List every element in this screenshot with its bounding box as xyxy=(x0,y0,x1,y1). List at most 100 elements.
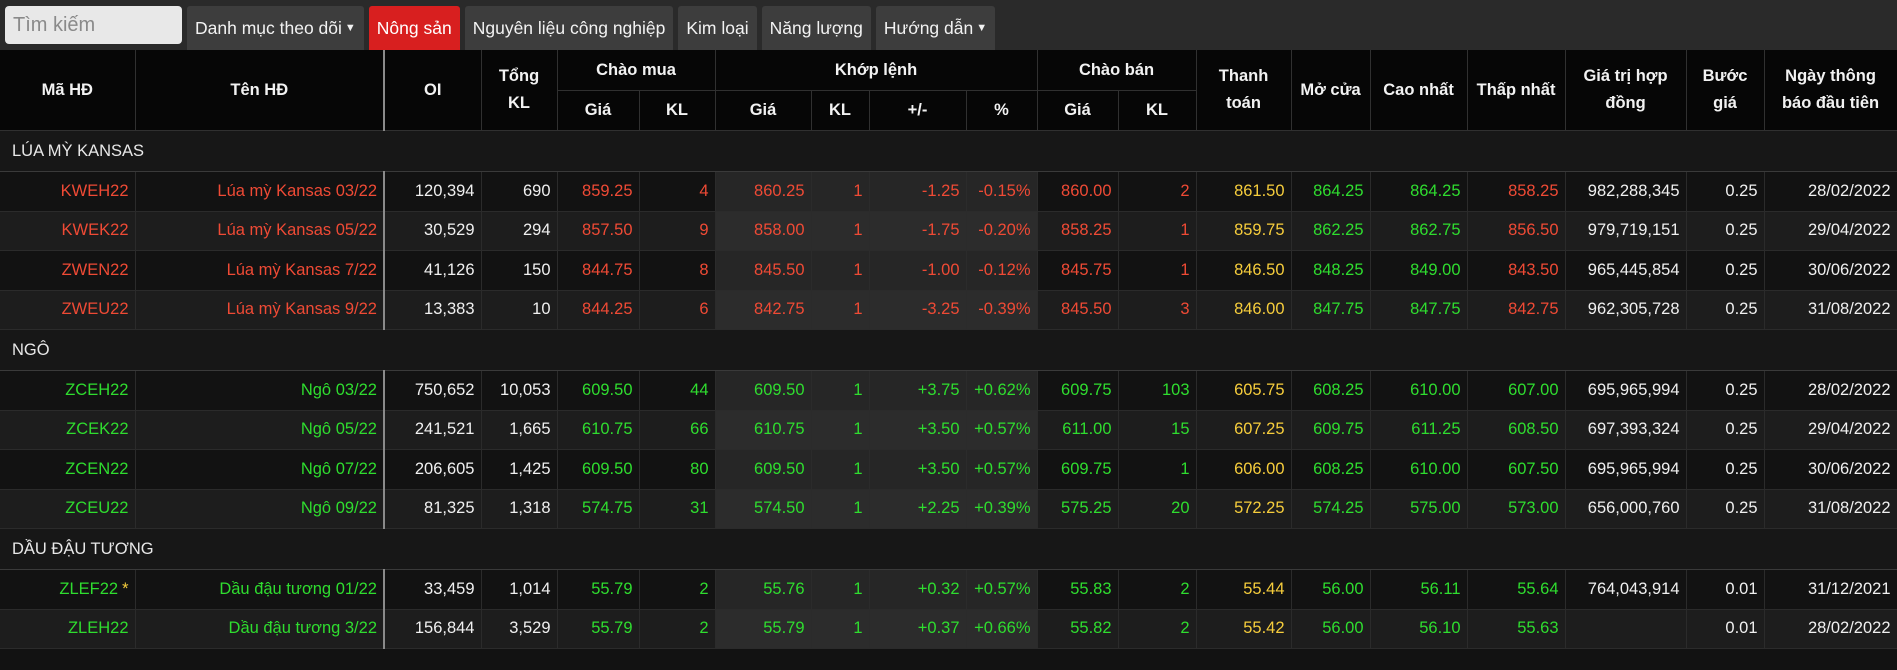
match-price-cell-value: 858.00 xyxy=(754,221,805,240)
name-cell-value: Lúa mỳ Kansas 7/22 xyxy=(226,260,377,279)
tab-0[interactable]: Danh mục theo dõi ▼ xyxy=(187,6,364,50)
search-input[interactable] xyxy=(5,6,182,44)
header-match-pct: % xyxy=(966,90,1038,131)
tick-cell: 0.25 xyxy=(1686,449,1765,490)
pct-cell: +0.57% xyxy=(966,569,1038,610)
oi-cell: 81,325 xyxy=(383,489,482,529)
code-cell[interactable]: ZLEF22 * xyxy=(0,569,136,610)
code-cell-value: KWEK22 xyxy=(61,221,129,240)
group-header-row: LÚA MỲ KANSAS xyxy=(0,130,1897,172)
table-row[interactable]: KWEK22 Lúa mỳ Kansas 05/22 30,529 294 857.50… xyxy=(0,211,1897,251)
header-bid-vol: KL xyxy=(639,90,716,131)
name-cell-value: Dầu đậu tương 01/22 xyxy=(219,579,377,598)
code-cell[interactable]: KWEH22 xyxy=(0,171,136,212)
settle-cell: 846.50 xyxy=(1196,250,1292,291)
settle-cell-value: 606.00 xyxy=(1234,459,1285,478)
high-cell-value: 862.75 xyxy=(1410,221,1461,240)
code-cell[interactable]: ZWEN22 xyxy=(0,250,136,291)
total-vol-cell: 690 xyxy=(481,171,558,212)
bid-price-cell: 844.25 xyxy=(557,290,640,330)
bid-price-cell-value: 844.75 xyxy=(582,260,633,279)
name-cell: Lúa mỳ Kansas 9/22 xyxy=(135,290,385,330)
table-row[interactable]: ZCEN22 Ngô 07/22 206,605 1,425 609.50 80 609.5… xyxy=(0,449,1897,490)
pct-cell: +0.62% xyxy=(966,370,1038,411)
contract-value-cell-value: 695,965,994 xyxy=(1587,459,1680,478)
total-vol-cell-value: 10 xyxy=(532,300,551,319)
pct-cell-value: +0.39% xyxy=(974,499,1031,518)
change-cell-value: -3.25 xyxy=(921,300,960,319)
change-cell: -1.00 xyxy=(869,250,967,291)
header-tick: Bước giá xyxy=(1686,50,1765,131)
code-cell[interactable]: KWEK22 xyxy=(0,211,136,251)
contract-value-cell: 965,445,854 xyxy=(1565,250,1687,291)
open-cell-value: 608.25 xyxy=(1313,459,1364,478)
total-vol-cell: 1,014 xyxy=(481,569,558,610)
table-row[interactable]: ZCEK22 Ngô 05/22 241,521 1,665 610.75 66 610.7… xyxy=(0,410,1897,450)
bid-vol-cell-value: 44 xyxy=(690,380,709,399)
oi-cell: 120,394 xyxy=(383,171,482,212)
tab-4[interactable]: Năng lượng xyxy=(761,6,871,50)
chevron-down-icon: ▼ xyxy=(976,22,988,34)
bid-price-cell-value: 857.50 xyxy=(582,221,633,240)
bid-price-cell-value: 55.79 xyxy=(591,579,633,598)
tick-cell: 0.01 xyxy=(1686,569,1765,610)
total-vol-cell: 150 xyxy=(481,250,558,291)
change-cell: -3.25 xyxy=(869,290,967,330)
contract-value-cell-value: 979,719,151 xyxy=(1587,221,1680,240)
table-row[interactable]: ZWEN22 Lúa mỳ Kansas 7/22 41,126 150 844.75 8… xyxy=(0,250,1897,291)
tick-cell: 0.01 xyxy=(1686,609,1765,649)
first-notice-cell: 31/12/2021 xyxy=(1764,569,1897,610)
match-price-cell: 609.50 xyxy=(715,370,812,411)
chevron-down-icon: ▼ xyxy=(344,22,356,34)
table-row[interactable]: ZCEU22 Ngô 09/22 81,325 1,318 574.75 31 574.50… xyxy=(0,489,1897,529)
match-price-cell-value: 574.50 xyxy=(754,499,805,518)
bid-vol-cell: 2 xyxy=(639,569,716,610)
settle-cell-value: 846.50 xyxy=(1234,260,1285,279)
tab-2[interactable]: Nguyên liệu công nghiệp xyxy=(464,6,674,50)
contract-value-cell-value: 764,043,914 xyxy=(1587,579,1680,598)
table-row[interactable]: ZLEF22 * Dầu đậu tương 01/22 33,459 1,014 55.… xyxy=(0,569,1897,610)
header-match: Khớp lệnh xyxy=(715,50,1038,91)
ask-price-cell-value: 845.75 xyxy=(1061,260,1112,279)
oi-cell-value: 241,521 xyxy=(414,420,475,439)
code-cell[interactable]: ZCEU22 xyxy=(0,489,136,529)
table-row[interactable]: KWEH22 Lúa mỳ Kansas 03/22 120,394 690 859.2… xyxy=(0,171,1897,212)
match-vol-cell-value: 1 xyxy=(853,300,863,319)
contract-value-cell-value: 695,965,994 xyxy=(1587,380,1680,399)
bid-vol-cell: 44 xyxy=(639,370,716,411)
high-cell-value: 610.00 xyxy=(1410,380,1461,399)
first-notice-cell: 29/04/2022 xyxy=(1764,211,1897,251)
match-vol-cell: 1 xyxy=(811,569,870,610)
code-cell[interactable]: ZCEK22 xyxy=(0,410,136,450)
match-vol-cell: 1 xyxy=(811,449,870,490)
match-vol-cell-value: 1 xyxy=(853,380,863,399)
oi-cell-value: 206,605 xyxy=(414,459,475,478)
code-cell[interactable]: ZLEH22 xyxy=(0,609,136,649)
table-row[interactable]: ZCEH22 Ngô 03/22 750,652 10,053 609.50 44 609.… xyxy=(0,370,1897,411)
high-cell: 847.75 xyxy=(1370,290,1468,330)
change-cell-value: +3.75 xyxy=(917,380,960,399)
tab-3[interactable]: Kim loại xyxy=(678,6,757,50)
match-vol-cell-value: 1 xyxy=(853,579,863,598)
open-cell-value: 56.00 xyxy=(1322,619,1364,638)
name-cell: Ngô 05/22 xyxy=(135,410,385,450)
bid-price-cell: 844.75 xyxy=(557,250,640,291)
match-vol-cell: 1 xyxy=(811,171,870,212)
tab-5[interactable]: Hướng dẫn ▼ xyxy=(875,6,996,50)
table-row[interactable]: ZLEH22 Dầu đậu tương 3/22 156,844 3,529 55.7… xyxy=(0,609,1897,649)
tab-1[interactable]: Nông sản xyxy=(368,6,460,50)
table-row[interactable]: ZWEU22 Lúa mỳ Kansas 9/22 13,383 10 844.25 6 8… xyxy=(0,290,1897,330)
name-cell: Lúa mỳ Kansas 7/22 xyxy=(135,250,385,291)
name-cell: Ngô 03/22 xyxy=(135,370,385,411)
header-match-change: +/- xyxy=(869,90,967,131)
ask-vol-cell-value: 2 xyxy=(1180,181,1190,200)
code-cell[interactable]: ZWEU22 xyxy=(0,290,136,330)
code-cell[interactable]: ZCEH22 xyxy=(0,370,136,411)
high-cell-value: 847.75 xyxy=(1410,300,1461,319)
code-cell[interactable]: ZCEN22 xyxy=(0,449,136,490)
low-cell-value: 55.64 xyxy=(1517,579,1559,598)
name-cell-value: Ngô 09/22 xyxy=(300,499,377,518)
ask-price-cell: 55.82 xyxy=(1037,609,1119,649)
oi-cell: 13,383 xyxy=(383,290,482,330)
code-cell-value: ZLEH22 xyxy=(67,619,129,638)
